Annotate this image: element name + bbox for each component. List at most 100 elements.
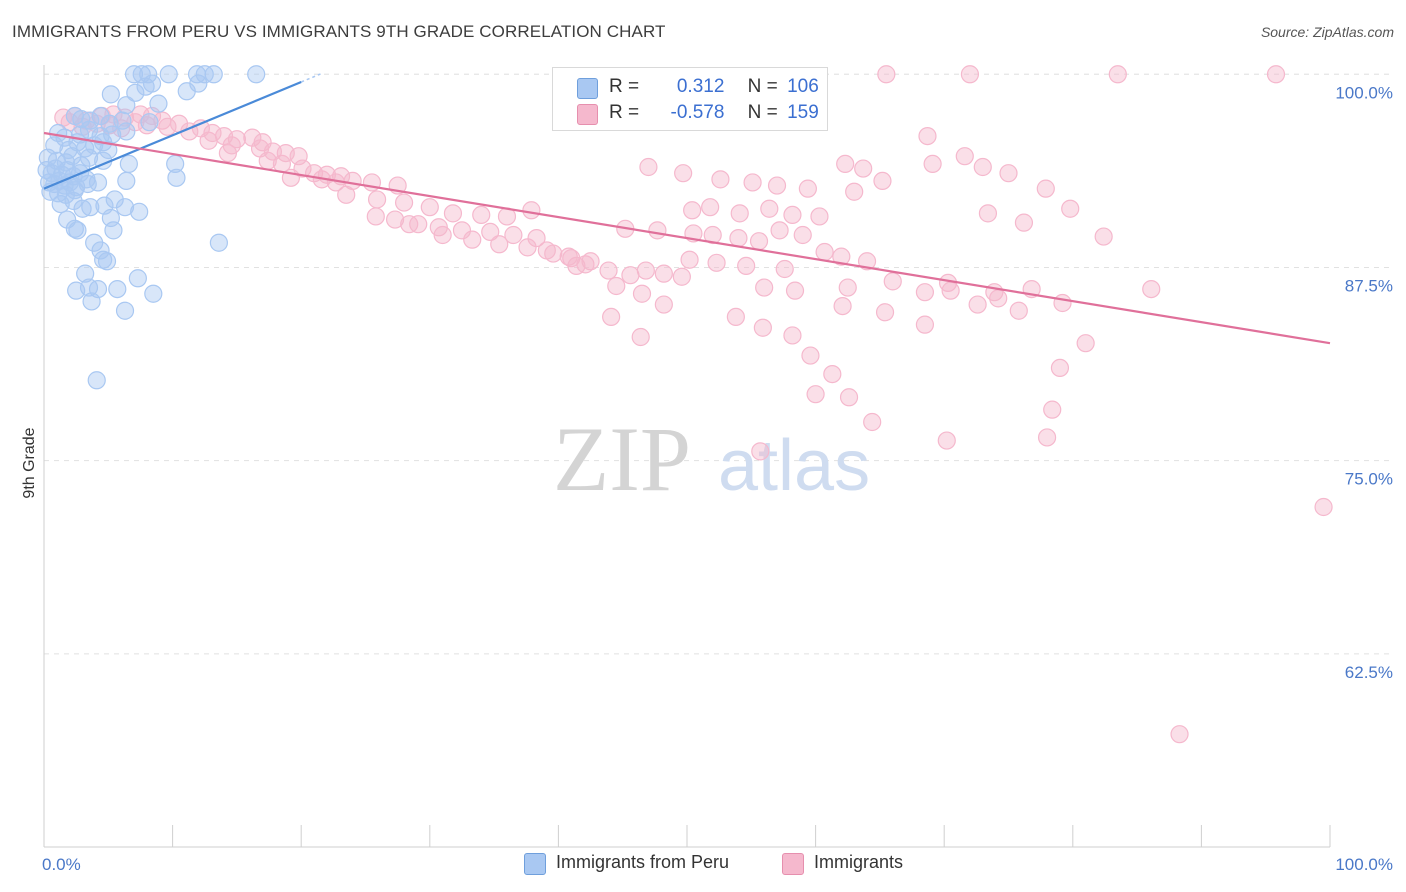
point-immigrants [729, 228, 748, 248]
point-immigrants [400, 215, 419, 234]
legend-r-value-peru: 0.312 [676, 76, 725, 97]
y-tick-label: 62.5% [1345, 663, 1393, 682]
point-immigrants [1076, 334, 1095, 353]
point-peru [130, 202, 149, 221]
point-peru [97, 252, 117, 271]
point-immigrants [838, 278, 857, 297]
chart-title: IMMIGRANTS FROM PERU VS IMMIGRANTS 9TH G… [12, 22, 666, 41]
point-peru [117, 96, 136, 115]
point-immigrants [452, 221, 472, 240]
bottom-legend-label-peru: Immigrants from Peru [556, 852, 730, 872]
y-tick-label: 75.0% [1345, 470, 1393, 489]
point-immigrants [767, 176, 787, 195]
point-immigrants [367, 190, 387, 209]
point-immigrants [806, 385, 825, 404]
point-immigrants [1053, 293, 1072, 313]
point-peru [81, 111, 100, 130]
bottom-legend-label-immigrants: Immigrants [814, 852, 904, 872]
point-immigrants [798, 179, 817, 198]
point-immigrants [770, 221, 789, 240]
point-immigrants [654, 264, 673, 283]
point-immigrants [701, 198, 720, 217]
point-immigrants [726, 307, 745, 327]
watermark-zip: ZIP [553, 408, 691, 510]
point-immigrants [518, 238, 537, 257]
series-peru-points [37, 65, 266, 390]
point-immigrants [621, 266, 640, 285]
point-immigrants [631, 327, 650, 347]
bottom-legend-swatch-peru [524, 853, 546, 875]
x-tick-label-end: 100.0% [1335, 855, 1393, 874]
point-immigrants [833, 296, 852, 316]
point-immigrants [607, 276, 626, 296]
point-immigrants [989, 289, 1008, 308]
point-immigrants [490, 235, 509, 254]
axes [43, 65, 1331, 848]
point-immigrants [960, 65, 980, 84]
trend-line-peru-extension [300, 73, 321, 83]
point-immigrants [845, 182, 864, 201]
point-peru [189, 74, 208, 93]
point-peru [79, 278, 99, 297]
watermark-atlas: atlas [718, 426, 870, 506]
point-immigrants [337, 185, 356, 204]
point-peru [204, 65, 223, 84]
point-immigrants [863, 412, 882, 432]
point-immigrants [839, 388, 859, 407]
point-immigrants [755, 278, 774, 297]
point-immigrants [544, 244, 563, 263]
point-immigrants [823, 364, 842, 384]
point-immigrants [730, 204, 749, 223]
point-immigrants [915, 283, 935, 302]
legend-r-value-immigrants: -0.578 [670, 102, 725, 123]
point-peru [149, 94, 168, 113]
point-immigrants [1108, 65, 1127, 84]
point-immigrants [760, 199, 779, 218]
point-immigrants [680, 250, 699, 269]
point-immigrants [875, 303, 895, 322]
y-tick-label: 87.5% [1345, 276, 1393, 295]
point-immigrants [472, 205, 491, 225]
legend-swatch-peru [577, 78, 598, 99]
point-immigrants [1061, 199, 1080, 218]
legend-swatch-immigrants [577, 104, 598, 125]
point-immigrants [753, 318, 772, 337]
point-immigrants [385, 210, 405, 229]
point-immigrants [703, 225, 722, 245]
point-immigrants [775, 259, 794, 279]
point-peru [82, 292, 101, 311]
point-immigrants [199, 131, 218, 150]
legend-n-value-immigrants: 159 [787, 102, 819, 123]
point-peru [117, 171, 136, 191]
point-peru [142, 74, 162, 93]
point-immigrants [599, 261, 618, 280]
point-immigrants [636, 261, 655, 280]
point-peru [119, 154, 138, 174]
point-peru [101, 85, 120, 104]
point-immigrants [1266, 65, 1286, 84]
point-immigrants [674, 164, 693, 183]
legend-r-label: R = [609, 76, 640, 97]
point-immigrants [801, 346, 820, 365]
point-immigrants [648, 221, 667, 240]
point-immigrants [1037, 428, 1057, 447]
point-immigrants [955, 147, 974, 166]
point-immigrants [877, 65, 896, 84]
point-peru [167, 168, 186, 187]
point-immigrants [1043, 400, 1062, 419]
bottom-legend-swatch-immigrants [782, 853, 804, 875]
legend-n-label: N = [747, 102, 778, 123]
point-immigrants [810, 207, 829, 226]
point-peru [108, 279, 127, 299]
point-immigrants [857, 252, 877, 271]
point-peru [73, 199, 92, 218]
trend-line-immigrants [43, 131, 1331, 345]
point-immigrants [938, 273, 958, 293]
point-immigrants [783, 326, 802, 345]
point-immigrants [602, 307, 621, 327]
point-peru [115, 198, 135, 217]
point-peru [99, 140, 118, 160]
point-immigrants [923, 154, 942, 174]
legend-n-value-peru: 106 [787, 76, 819, 97]
